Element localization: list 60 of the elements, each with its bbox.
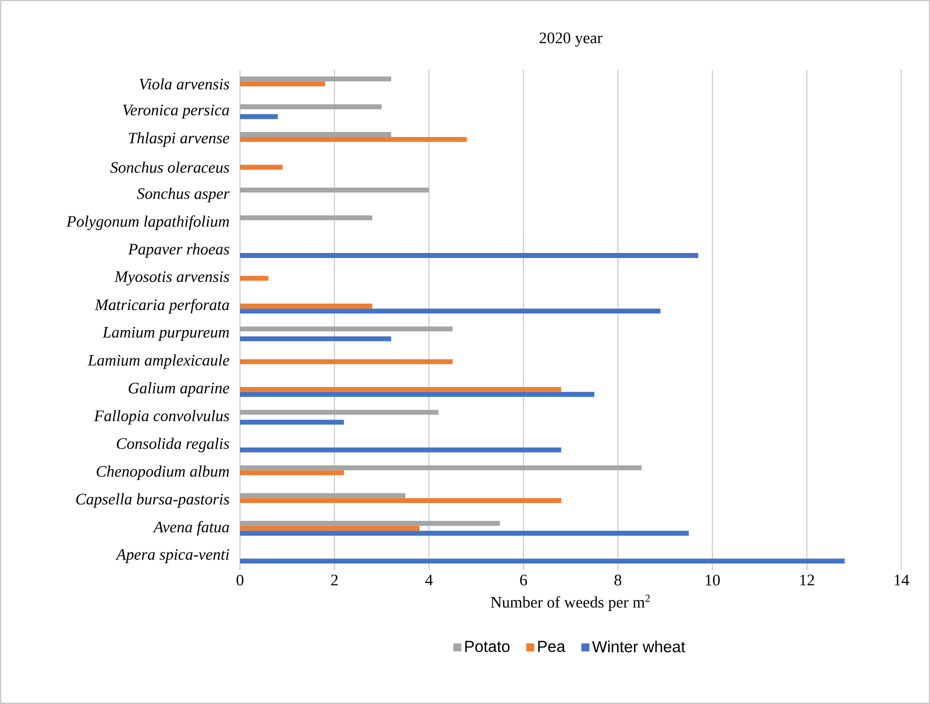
x-tick-label: 8 [614, 574, 622, 586]
bar [240, 392, 594, 397]
chart-title: 2020 year [540, 32, 602, 47]
bar [240, 104, 382, 110]
bar [240, 76, 392, 82]
y-tick-label: Viola arvensis [140, 78, 230, 90]
bar [240, 447, 562, 452]
x-tick-label: 6 [520, 574, 527, 586]
x-axis-title: Number of weeds per m$^{2}$ [490, 594, 650, 611]
bar [240, 420, 344, 425]
legend-label: Winter wheat [592, 640, 686, 652]
y-tick-label: Thlaspi arvense [128, 132, 230, 147]
bar [240, 304, 372, 309]
bar [240, 164, 283, 170]
x-tick-label: 14 [894, 574, 910, 586]
bar [240, 359, 453, 364]
bar [240, 308, 660, 314]
bar [240, 188, 429, 193]
bar [240, 136, 467, 142]
bar [240, 81, 326, 86]
bar [240, 498, 562, 504]
y-tick-label: Myosotis arvensis [114, 271, 230, 286]
bar [240, 530, 689, 536]
bar [240, 253, 698, 258]
bar [240, 336, 392, 342]
y-tick-label: Lamium amplexicaule [88, 354, 230, 369]
y-tick-label: Avena fatua [152, 520, 230, 536]
y-tick-label: Matricaria perforata [94, 298, 230, 314]
y-tick-label: Apera spica-venti [115, 549, 230, 564]
bar [240, 326, 453, 332]
bar [240, 114, 278, 120]
bar [240, 493, 406, 498]
bar [240, 386, 562, 392]
bar [240, 410, 438, 415]
bar [240, 526, 420, 531]
x-tick-label: 0 [236, 574, 244, 586]
legend-label: Pea [538, 640, 566, 652]
x-tick-label: 2 [331, 574, 338, 586]
y-tick-label: Sonchus oleraceus [110, 162, 230, 173]
y-tick-label: Veronica persica [123, 104, 230, 119]
bar [240, 470, 344, 476]
y-tick-label: Sonchus asper [136, 188, 230, 202]
bar [240, 465, 642, 470]
bar [240, 132, 392, 137]
y-tick-label: Galium aparine [128, 382, 230, 397]
y-tick-label: Fallopia convolvulus [94, 410, 230, 424]
y-tick-label: Chenopodium album [96, 466, 229, 480]
bar [240, 215, 372, 220]
x-tick-label: 12 [800, 574, 814, 586]
bar [240, 276, 268, 281]
y-tick-label: Consolida regalis [116, 438, 230, 452]
legend-label: Potato [465, 640, 510, 652]
bar [240, 520, 500, 526]
y-tick-label: Lamium purpureum [102, 326, 229, 341]
bar [240, 558, 845, 564]
y-tick-label: Papaver rhoeas [128, 243, 230, 258]
y-tick-label: Capsella bursa-pastoris [76, 493, 230, 508]
x-tick-label: 10 [706, 574, 720, 586]
x-tick-label: 4 [425, 574, 433, 586]
y-tick-label: Polygonum lapathifolium [66, 215, 229, 230]
